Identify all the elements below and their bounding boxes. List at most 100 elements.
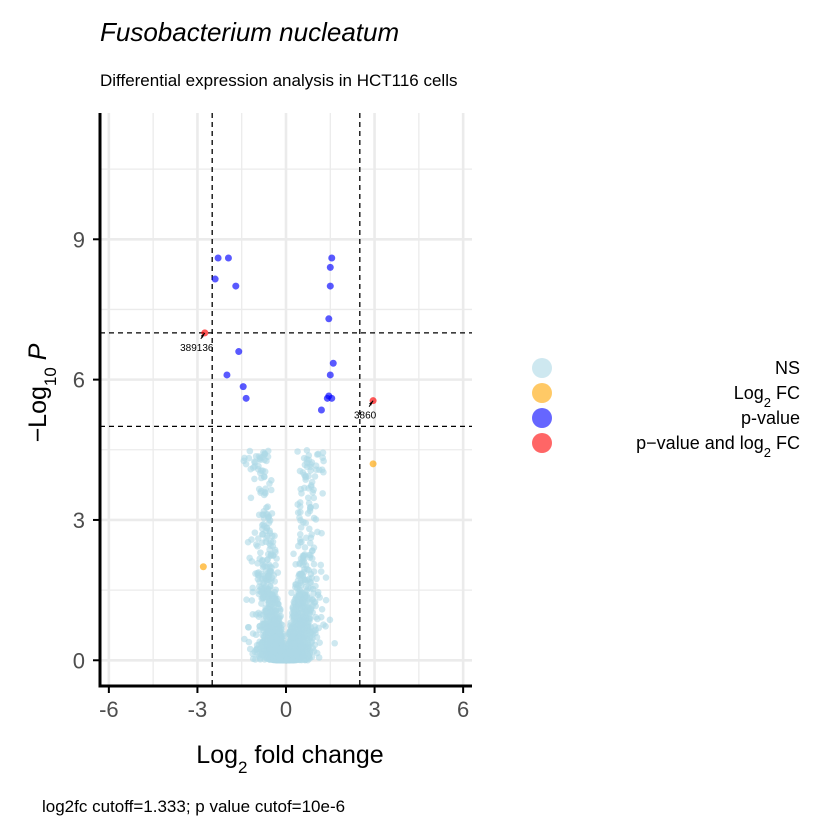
ns-point <box>251 475 258 483</box>
ns-point <box>265 519 273 527</box>
fc-point <box>199 563 207 571</box>
ns-point <box>294 542 302 550</box>
ns-point <box>306 595 313 602</box>
legend-label-ns: NS <box>775 358 800 378</box>
ns-point <box>258 600 265 607</box>
ns-point <box>257 456 264 464</box>
p-point <box>239 383 247 391</box>
ns-point <box>262 538 270 546</box>
ns-point <box>305 566 313 574</box>
ns-point <box>288 589 295 597</box>
ns-points <box>240 447 338 664</box>
p-point <box>326 371 334 379</box>
ns-point <box>251 529 259 536</box>
y-tick-label: 6 <box>73 368 85 393</box>
ns-point <box>312 462 320 469</box>
x-tick-label: -6 <box>99 697 119 722</box>
ns-point <box>261 608 268 615</box>
legend: NS Log2 FCp-value p−value and log2 FC <box>532 358 800 460</box>
ns-point <box>268 622 275 630</box>
ns-point <box>299 639 307 646</box>
ns-point <box>296 536 304 543</box>
p-point <box>235 348 243 356</box>
ns-point <box>273 636 281 644</box>
chart-subtitle: Differential expression analysis in HCT1… <box>100 71 457 90</box>
ns-point <box>245 638 253 646</box>
fc-point <box>369 460 377 468</box>
ns-point <box>306 505 314 512</box>
ns-point <box>331 639 338 647</box>
ns-point <box>297 517 304 524</box>
ns-point <box>248 536 255 543</box>
ns-point <box>317 561 325 569</box>
ns-point <box>316 639 323 646</box>
ns-point <box>312 502 320 510</box>
ns-point <box>252 611 260 618</box>
y-tick-label: 3 <box>73 508 85 533</box>
ns-point <box>253 541 260 548</box>
ns-point <box>265 628 272 636</box>
ns-point <box>256 623 263 630</box>
ns-point <box>302 473 309 481</box>
ns-point <box>315 654 323 661</box>
point-labels: 389136 3860 <box>180 332 377 422</box>
ns-point <box>257 588 265 596</box>
ns-point <box>289 656 297 664</box>
point-label: 3860 <box>354 411 377 422</box>
ns-point <box>271 546 279 554</box>
ns-point <box>263 640 271 648</box>
ns-point <box>257 469 264 477</box>
ns-point <box>308 531 315 538</box>
ns-point <box>264 556 271 563</box>
p-point <box>223 371 231 379</box>
ns-point <box>304 644 311 652</box>
ns-point <box>252 656 259 663</box>
ns-point <box>296 530 304 538</box>
ns-point <box>265 514 272 521</box>
ns-point <box>251 458 259 466</box>
ns-point <box>292 583 299 591</box>
ns-point <box>291 624 298 632</box>
legend-key-fc <box>532 383 552 403</box>
legend-key-ns <box>532 358 552 378</box>
ns-point <box>301 544 309 551</box>
point-label: 389136 <box>180 343 214 354</box>
p-point <box>326 282 334 290</box>
ns-point <box>293 649 300 657</box>
ns-point <box>257 549 264 556</box>
ns-point <box>318 606 326 613</box>
p-point <box>211 275 219 283</box>
ns-point <box>312 602 319 610</box>
y-axis-title: −Log10 P <box>24 343 60 442</box>
ns-point <box>261 488 269 496</box>
ns-point <box>297 508 304 516</box>
x-tick-label: -3 <box>188 697 208 722</box>
ns-point <box>318 529 325 537</box>
ns-point <box>319 449 327 456</box>
ns-point <box>310 494 318 502</box>
ns-point <box>266 563 274 570</box>
ns-point <box>249 584 257 592</box>
ns-point <box>260 593 267 601</box>
ns-point <box>265 573 273 580</box>
ns-point <box>259 572 267 580</box>
ns-point <box>302 614 309 622</box>
ns-point <box>302 578 309 585</box>
ns-point <box>246 554 253 562</box>
ns-point <box>252 570 259 577</box>
legend-key-both <box>532 433 552 453</box>
legend-label-both: p−value and log2 FC <box>636 433 800 460</box>
ns-point <box>294 448 301 455</box>
ns-point <box>266 598 273 606</box>
ns-point <box>301 630 308 637</box>
p-point <box>214 254 222 262</box>
ns-point <box>309 585 317 593</box>
ns-point <box>276 653 284 661</box>
ns-point <box>305 636 312 643</box>
ns-point <box>267 542 274 550</box>
ns-point <box>309 489 317 496</box>
ns-point <box>247 494 255 502</box>
ns-point <box>246 447 254 455</box>
ns-point <box>273 619 280 627</box>
